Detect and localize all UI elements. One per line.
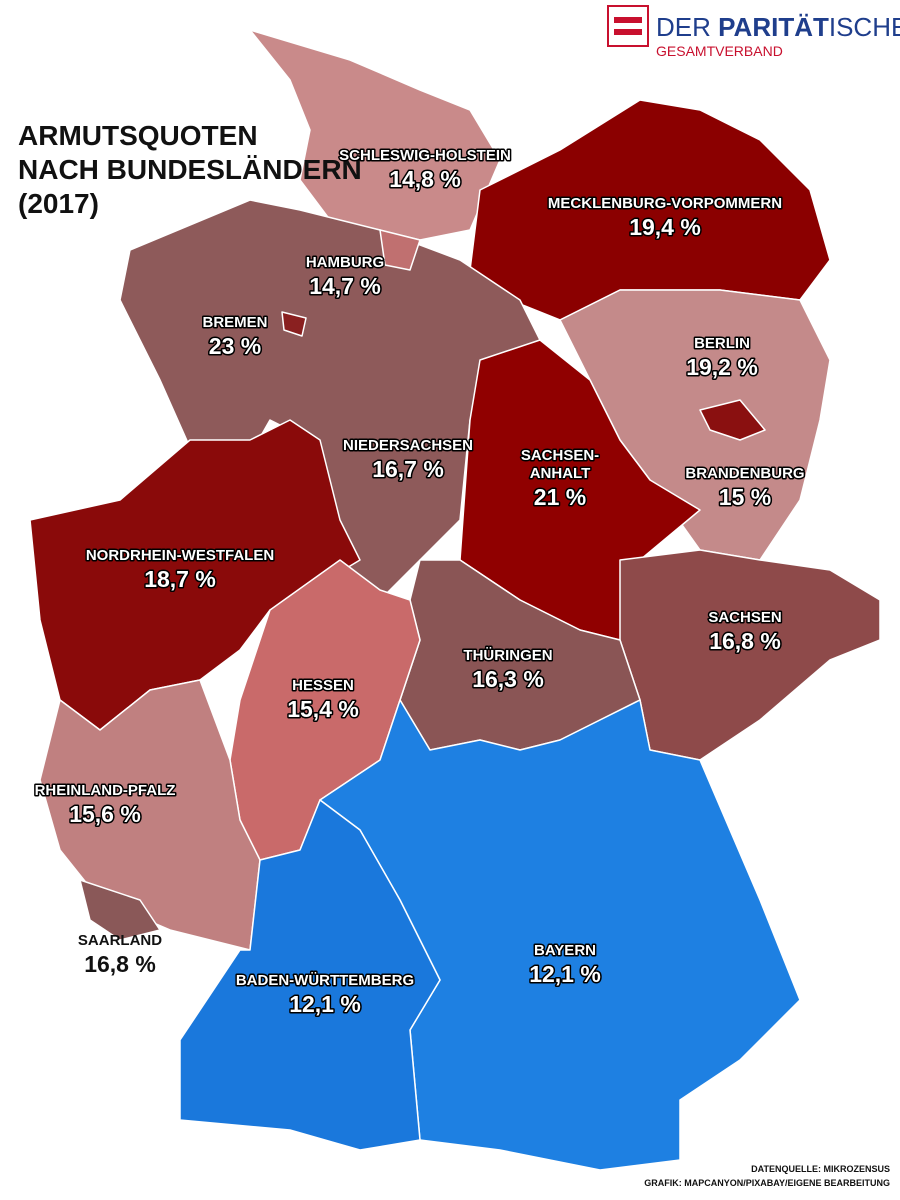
state-shape xyxy=(379,229,421,271)
labels: SCHLESWIG-HOLSTEIN 14,8 % MECKLENBURG-VORP… xyxy=(33,146,806,1019)
region-value: 14,8 % xyxy=(389,166,461,192)
region-name: RHEINLAND-PFALZ xyxy=(35,782,176,799)
title-line: ARMUTSQUOTEN xyxy=(18,120,258,151)
region-name: SACHSEN xyxy=(708,609,781,626)
region-name: BAYERN xyxy=(534,942,596,959)
logo-box xyxy=(607,5,649,47)
region-name: NIEDERSACHSEN xyxy=(343,437,473,454)
region-name: THÜRINGEN xyxy=(463,647,552,664)
region-name: SCHLESWIG-HOLSTEIN xyxy=(339,147,511,164)
region-value: 19,2 % xyxy=(686,354,758,380)
region-value: 16,7 % xyxy=(372,456,444,482)
title-line: (2017) xyxy=(18,188,99,219)
states xyxy=(29,29,881,1171)
region-value: 16,3 % xyxy=(472,666,544,692)
region-value: 18,7 % xyxy=(144,566,216,592)
region-name: SACHSEN-ANHALT xyxy=(521,447,599,482)
logo-subtitle: GESAMTVERBAND xyxy=(656,43,783,59)
state-shape xyxy=(281,311,307,337)
region-value: 16,8 % xyxy=(709,628,781,654)
region-value: 15 % xyxy=(719,484,771,510)
region-value: 19,4 % xyxy=(629,214,701,240)
region-name: MECKLENBURG-VORPOMMERN xyxy=(548,195,782,212)
source-note: GRAFIK: MAPCANYON/PIXABAY/EIGENE BEARBEI… xyxy=(644,1178,890,1188)
state-shape xyxy=(79,879,161,941)
region-value: 23 % xyxy=(209,333,261,359)
region-name: BADEN-WÜRTTEMBERG xyxy=(236,972,414,989)
region-name: BRANDENBURG xyxy=(685,465,804,482)
region-name: HESSEN xyxy=(292,677,354,694)
logo: DER PARITÄTISCHE GESAMTVERBAND xyxy=(607,5,900,59)
region-value: 15,6 % xyxy=(69,801,141,827)
region-name-line: ANHALT xyxy=(530,465,591,482)
region-value: 12,1 % xyxy=(529,961,601,987)
region-name: NORDRHEIN-WESTFALEN xyxy=(86,547,274,564)
region-value: 16,8 % xyxy=(84,951,156,977)
region-name: HAMBURG xyxy=(306,254,384,271)
source-note: DATENQUELLE: MIKROZENSUS xyxy=(751,1164,890,1174)
region-name: BERLIN xyxy=(694,335,750,352)
region-value: 14,7 % xyxy=(309,273,381,299)
state-shape xyxy=(699,399,766,441)
region-value: 21 % xyxy=(534,484,586,510)
logo-name: DER PARITÄTISCHE xyxy=(656,12,900,42)
region-value: 12,1 % xyxy=(289,991,361,1017)
logo-bar xyxy=(614,29,642,35)
region-value: 15,4 % xyxy=(287,696,359,722)
logo-bar xyxy=(614,17,642,23)
region-name: SAARLAND xyxy=(78,932,162,949)
title-line: NACH BUNDESLÄNDERN xyxy=(18,154,362,185)
region-name-line: SACHSEN- xyxy=(521,447,599,464)
region-name: BREMEN xyxy=(202,314,267,331)
state-shape xyxy=(119,199,541,601)
state-shape xyxy=(619,549,881,761)
state-shape xyxy=(179,799,441,1151)
